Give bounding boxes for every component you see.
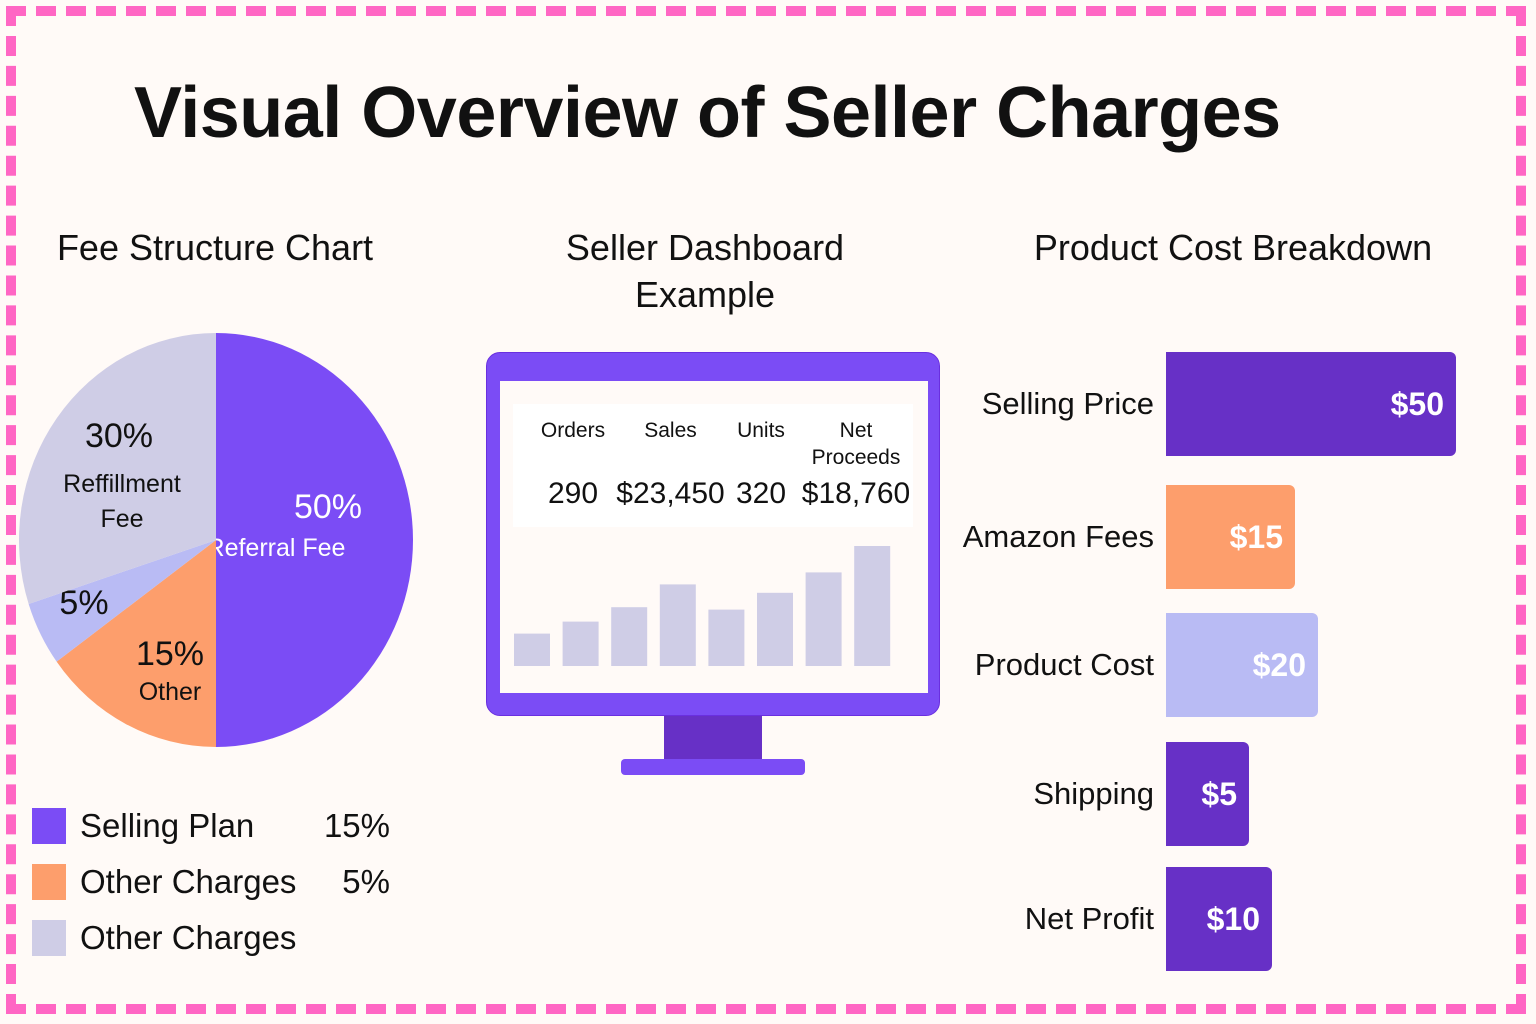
bar-value-label: $50 xyxy=(1390,385,1444,422)
legend-item: Selling Plan 15% xyxy=(32,798,390,854)
stat-units: Units 320 xyxy=(726,417,796,510)
page-title: Visual Overview of Seller Charges xyxy=(134,73,1281,153)
pie-slice-percent: 50% xyxy=(294,488,362,526)
stat-orders: Orders 290 xyxy=(538,417,608,510)
pie-slice xyxy=(18,333,216,604)
stat-label: Orders xyxy=(540,419,606,442)
bar-label: Selling Price xyxy=(981,386,1154,421)
stat-value: $23,450 xyxy=(616,477,725,510)
bar-row: Selling Price $50 xyxy=(960,352,1456,456)
legend-label: Other Charges xyxy=(80,919,297,956)
pie-slice-name: Reffillment xyxy=(63,470,181,498)
legend-label: Other Charges xyxy=(80,863,297,900)
monitor-base xyxy=(621,759,805,775)
bar: $20 xyxy=(1166,613,1318,717)
monitor-screen: Orders 290 Sales $23,450 Units 320 Net Proc… xyxy=(500,381,928,693)
pie-legend: Selling Plan 15% Other Charges 5% Other Char… xyxy=(32,798,390,966)
legend-label: Selling Plan xyxy=(80,807,255,844)
stat-value: $18,760 xyxy=(801,477,911,510)
bar-label: Shipping xyxy=(1033,776,1154,811)
bar-chart-title: Product Cost Breakdown xyxy=(1033,227,1433,268)
stat-label: Sales xyxy=(644,419,697,442)
mini-bar xyxy=(659,584,696,666)
stats-panel: Orders 290 Sales $23,450 Units 320 Net Proc… xyxy=(513,404,913,527)
stat-label: Net Proceeds xyxy=(811,419,901,469)
bar-label: Amazon Fees xyxy=(962,519,1154,554)
mini-bar xyxy=(854,546,891,666)
bar-row: Amazon Fees $15 xyxy=(960,485,1295,589)
stat-net-proceeds: Net Proceeds $18,760 xyxy=(802,417,910,510)
dashed-border xyxy=(6,6,1526,1014)
stat-label: Units xyxy=(737,419,785,442)
bar-value-label: $20 xyxy=(1252,646,1306,683)
legend-item: Other Charges 5% xyxy=(32,854,390,910)
dashboard-title: Seller Dashboard Example xyxy=(565,227,845,315)
bar-row: Net Profit $10 xyxy=(960,867,1272,971)
pie-slice xyxy=(56,540,216,747)
mini-bar xyxy=(757,592,793,666)
monitor-stand xyxy=(664,716,762,760)
stat-value: 290 xyxy=(547,477,599,510)
bar: $15 xyxy=(1166,485,1295,589)
bar: $5 xyxy=(1166,742,1249,846)
pie-slice-name: Other xyxy=(139,678,202,706)
mini-bar xyxy=(611,607,648,666)
bar-row: Shipping $5 xyxy=(960,742,1249,846)
bar-value-label: $5 xyxy=(1201,775,1237,812)
legend-swatch xyxy=(32,808,66,844)
mini-bar xyxy=(562,621,599,666)
bar-label: Product Cost xyxy=(974,647,1154,682)
bar: $50 xyxy=(1166,352,1456,456)
mini-bar xyxy=(514,633,550,666)
legend-item: Other Charges xyxy=(32,910,390,966)
pie-slice-name: Referral Fee xyxy=(207,534,346,562)
mini-bar-chart xyxy=(514,546,891,666)
pie-chart-title: Fee Structure Chart xyxy=(56,227,374,268)
pie-slice-name: Fee xyxy=(100,505,143,533)
pie-slice xyxy=(216,333,413,747)
legend-value: 15% xyxy=(323,807,390,844)
stat-sales: Sales $23,450 xyxy=(616,417,724,510)
mini-bar xyxy=(805,572,842,666)
legend-value: 5% xyxy=(342,863,390,900)
pie-slice-percent: 30% xyxy=(85,417,153,455)
monitor: Orders 290 Sales $23,450 Units 320 Net Proc… xyxy=(486,352,940,716)
mini-bar xyxy=(708,609,745,666)
bar-value-label: $10 xyxy=(1206,900,1260,937)
pie-slice xyxy=(28,540,217,662)
stat-value: 320 xyxy=(735,477,787,510)
pie-slice-percent: 15% xyxy=(136,635,204,673)
legend-swatch xyxy=(32,920,66,956)
pie-chart: 50%Referral Fee15%Other5%30%ReffillmentF… xyxy=(18,333,413,747)
bar-value-label: $15 xyxy=(1229,518,1283,555)
bar: $10 xyxy=(1166,867,1272,971)
legend-swatch xyxy=(32,864,66,900)
bar-label: Net Profit xyxy=(1024,901,1154,936)
bar-row: Product Cost $20 xyxy=(960,613,1318,717)
